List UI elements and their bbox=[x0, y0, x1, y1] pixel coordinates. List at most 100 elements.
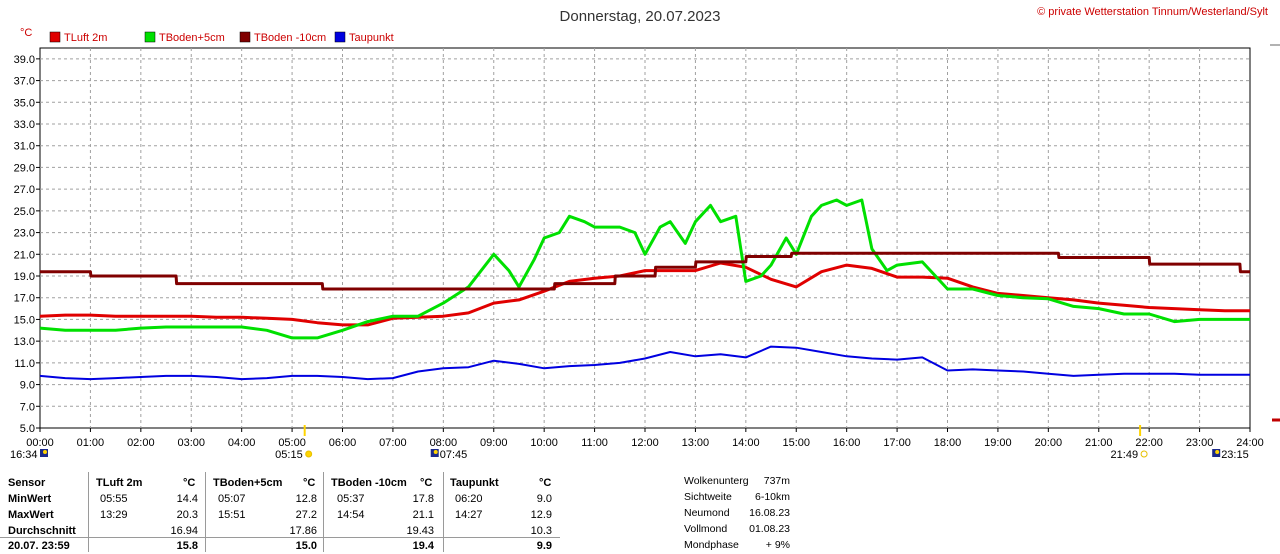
info-panel: Wolkenunterg 737m Sichtweite 6-10km Neum… bbox=[684, 472, 804, 552]
y-tick-label: 37.0 bbox=[14, 76, 35, 88]
moon-icon-dot bbox=[43, 450, 47, 454]
astro-time-label: 16:34 bbox=[10, 449, 38, 461]
col-header-taupunkt-unit: °C bbox=[539, 477, 552, 489]
y-tick-label: 11.0 bbox=[14, 358, 35, 370]
cell-time: 05:37 bbox=[337, 493, 365, 505]
info-value: 737m bbox=[763, 475, 790, 487]
y-tick-label: 21.0 bbox=[14, 249, 35, 261]
y-tick-label: 5.0 bbox=[20, 423, 35, 435]
cell-value: 20.3 bbox=[176, 509, 198, 521]
x-tick-label: 19:00 bbox=[984, 437, 1012, 449]
x-tick-label: 16:00 bbox=[833, 437, 861, 449]
x-tick-label: 01:00 bbox=[77, 437, 105, 449]
cell-value: 15.0 bbox=[295, 540, 317, 552]
cell-value: 27.2 bbox=[295, 509, 317, 521]
astro-time-label: 07:45 bbox=[440, 449, 468, 461]
row-label-current: 20.07. 23:59 bbox=[8, 540, 70, 552]
x-tick-label: 00:00 bbox=[26, 437, 54, 449]
copyright-note: © private Wetterstation Tinnum/Westerlan… bbox=[1037, 6, 1268, 18]
row-label-min: MinWert bbox=[8, 493, 52, 505]
col-header-tboden5-unit: °C bbox=[303, 477, 316, 489]
cell-time: 14:27 bbox=[455, 509, 483, 521]
y-tick-label: 39.0 bbox=[14, 54, 35, 66]
chart-title: Donnerstag, 20.07.2023 bbox=[560, 8, 721, 25]
series-line-4 bbox=[39, 345, 1250, 381]
y-tick-label: 35.0 bbox=[14, 97, 35, 109]
x-tick-label: 05:00 bbox=[278, 437, 306, 449]
info-value: 16.08.23 bbox=[749, 507, 790, 519]
y-tick-label: 27.0 bbox=[14, 184, 35, 196]
info-value: + 9% bbox=[765, 539, 790, 551]
y-tick-label: 25.0 bbox=[14, 206, 35, 218]
moon-icon-dot bbox=[1215, 450, 1220, 454]
x-tick-label: 06:00 bbox=[329, 437, 357, 449]
cell-value: 15.8 bbox=[176, 540, 198, 552]
x-axis: 00:00 01:00 02:00 03:00 04:00 05:00 06:00 07:00… bbox=[26, 428, 1264, 449]
x-tick-label: 11:00 bbox=[581, 437, 608, 449]
cell-value: 16.94 bbox=[170, 525, 198, 537]
cell-time: 05:07 bbox=[218, 493, 246, 505]
col-header-tboden5: TBoden+5cm bbox=[213, 477, 283, 489]
cell-time: 15:51 bbox=[218, 509, 246, 521]
legend-swatch bbox=[49, 31, 61, 43]
edge-fragment bbox=[1270, 44, 1280, 422]
col-header-tboden10-unit: °C bbox=[420, 477, 433, 489]
y-tick-label: 9.0 bbox=[20, 380, 35, 392]
cell-value: 17.86 bbox=[289, 525, 317, 537]
x-tick-label: 20:00 bbox=[1035, 437, 1063, 449]
y-tick-label: 29.0 bbox=[14, 162, 35, 174]
cell-value: 9.9 bbox=[536, 540, 552, 552]
y-tick-label: 23.0 bbox=[14, 228, 35, 240]
y-tick-label: 7.0 bbox=[20, 401, 35, 413]
x-tick-label: 14:00 bbox=[732, 437, 760, 449]
info-label: Wolkenunterg bbox=[684, 475, 749, 487]
row-label-average: Durchschnitt bbox=[8, 525, 76, 537]
x-tick-label: 07:00 bbox=[379, 437, 407, 449]
x-tick-label: 21:00 bbox=[1085, 437, 1113, 449]
y-tick-label: 33.0 bbox=[14, 119, 35, 131]
x-tick-label: 18:00 bbox=[934, 437, 962, 449]
x-tick-label: 04:00 bbox=[228, 437, 256, 449]
cell-value: 12.8 bbox=[295, 493, 317, 505]
info-label: Neumond bbox=[684, 507, 730, 519]
series-line-2 bbox=[39, 198, 1250, 340]
series-line-3 bbox=[40, 251, 1250, 291]
series-lines bbox=[39, 198, 1250, 381]
info-value: 01.08.23 bbox=[749, 523, 790, 535]
x-tick-label: 13:00 bbox=[682, 437, 710, 449]
moon-icon-dot bbox=[433, 450, 438, 454]
y-tick-label: 19.0 bbox=[14, 271, 35, 283]
sun-icon bbox=[305, 450, 313, 458]
x-tick-label: 22:00 bbox=[1135, 437, 1163, 449]
y-tick-label: 15.0 bbox=[14, 314, 35, 326]
info-label: Mondphase bbox=[684, 539, 739, 551]
x-tick-label: 09:00 bbox=[480, 437, 508, 449]
astro-time-label: 05:15 bbox=[275, 449, 303, 461]
legend-swatch bbox=[144, 31, 156, 43]
stats-table: Sensor TLuft 2m °C TBoden+5cm °C TBoden … bbox=[0, 472, 620, 552]
temperature-chart: Donnerstag, 20.07.2023 © private Wetters… bbox=[10, 6, 1280, 461]
x-tick-label: 02:00 bbox=[127, 437, 155, 449]
cell-value: 14.4 bbox=[176, 493, 198, 505]
x-tick-label: 24:00 bbox=[1236, 437, 1264, 449]
legend-label: TBoden -10cm bbox=[254, 32, 326, 44]
info-label: Vollmond bbox=[684, 523, 728, 535]
col-header-tluft: TLuft 2m bbox=[96, 477, 143, 489]
legend-label: Taupunkt bbox=[349, 32, 394, 44]
col-header-tluft-unit: °C bbox=[183, 477, 196, 489]
cell-time: 05:55 bbox=[100, 493, 128, 505]
x-tick-label: 15:00 bbox=[782, 437, 810, 449]
legend-swatch bbox=[239, 31, 251, 43]
y-tick-label: 13.0 bbox=[14, 336, 35, 348]
y-axis-unit: °C bbox=[20, 27, 32, 39]
y-tick-label: 17.0 bbox=[14, 293, 35, 305]
x-tick-label: 08:00 bbox=[430, 437, 458, 449]
cell-time: 13:29 bbox=[100, 509, 128, 521]
col-header-tboden10: TBoden -10cm bbox=[331, 477, 407, 489]
x-tick-label: 10:00 bbox=[530, 437, 558, 449]
cell-value: 19.4 bbox=[412, 540, 434, 552]
cell-value: 21.1 bbox=[412, 509, 434, 521]
y-axis: 5.0 7.0 9.0 11.0 13.0 15.0 17.0 19.0 21.0 23.0 25.… bbox=[14, 54, 40, 435]
cell-value: 12.9 bbox=[530, 509, 552, 521]
cell-time: 06:20 bbox=[455, 493, 483, 505]
